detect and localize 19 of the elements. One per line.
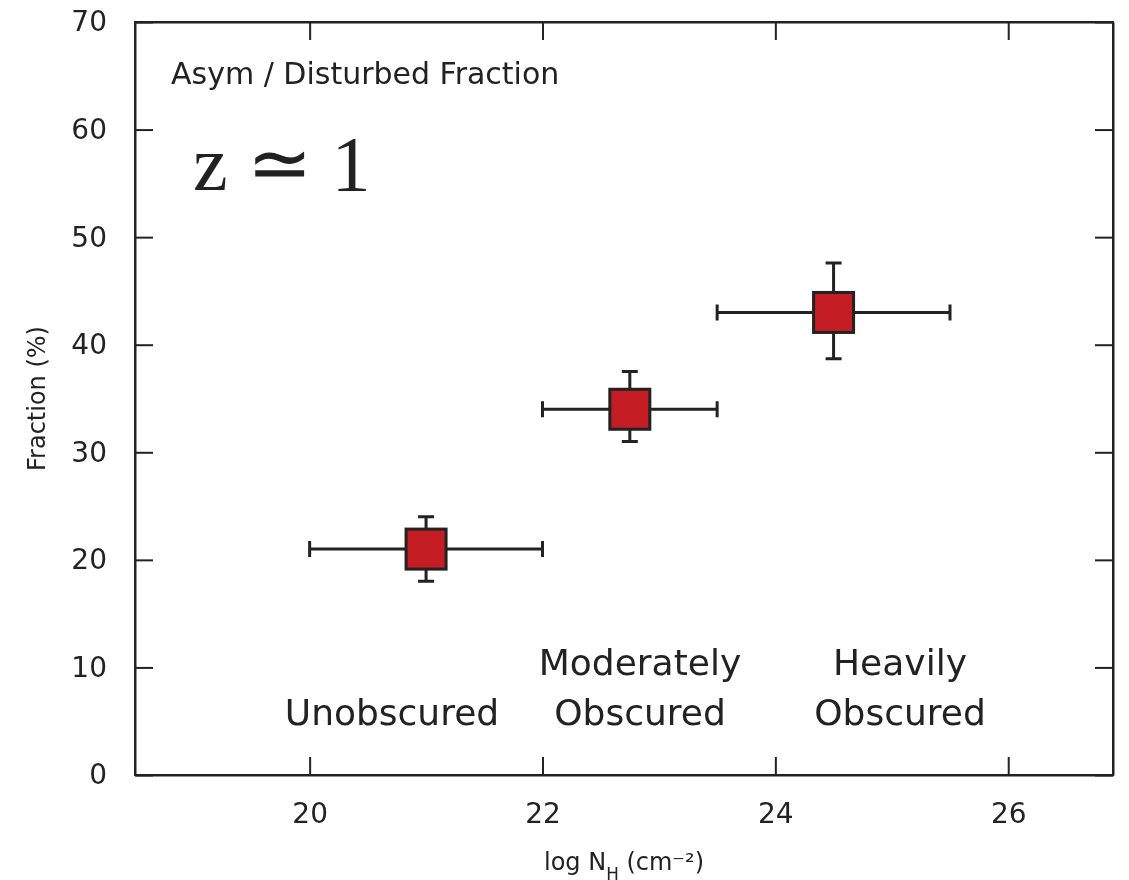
- y-tick-label: 0: [89, 758, 107, 792]
- y-axis-title: Fraction (%): [23, 326, 51, 471]
- y-tick-label: 70: [71, 5, 107, 39]
- y-tick-label: 10: [71, 650, 107, 684]
- annotation: Moderately Obscured: [538, 642, 742, 733]
- annotation: Heavily Obscured: [814, 642, 986, 733]
- annotation: Asym / Disturbed Fraction: [171, 56, 560, 91]
- annotation: z ≃ 1: [193, 120, 371, 207]
- x-tick-label: 22: [525, 796, 561, 830]
- x-tick-label: 20: [292, 796, 328, 830]
- y-tick-label: 60: [71, 113, 107, 147]
- y-tick-label: 50: [71, 220, 107, 254]
- x-tick-label: 26: [990, 796, 1027, 830]
- annotation: Unobscured: [284, 692, 500, 733]
- y-tick-label: 20: [71, 543, 107, 577]
- x-tick-label: 24: [758, 796, 794, 830]
- y-tick-label: 40: [71, 328, 107, 362]
- y-tick-label: 30: [71, 435, 107, 469]
- x-axis-title: log N$_{H}$ (cm⁻²): [543, 848, 705, 880]
